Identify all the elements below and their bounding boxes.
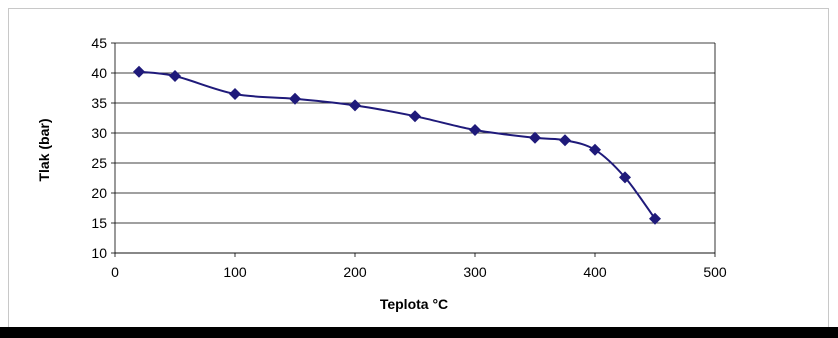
data-point-marker <box>133 65 145 78</box>
data-point-marker <box>349 99 361 112</box>
x-tick-label: 200 <box>343 264 367 280</box>
data-point-marker <box>559 134 571 147</box>
y-tick-label: 25 <box>91 155 107 171</box>
x-tick-label: 0 <box>111 264 119 280</box>
y-tick-label: 45 <box>91 35 107 51</box>
y-tick-label: 10 <box>91 245 107 261</box>
x-tick-label: 500 <box>703 264 727 280</box>
data-point-marker <box>649 212 661 225</box>
series-line <box>138 70 656 220</box>
x-tick-label: 400 <box>583 264 607 280</box>
x-tick-label: 300 <box>463 264 487 280</box>
x-tick-label: 100 <box>223 264 247 280</box>
data-point-marker <box>469 124 481 136</box>
gridlines <box>115 42 715 254</box>
y-tick-label: 20 <box>91 185 107 201</box>
bottom-rule <box>0 327 838 338</box>
data-point-marker <box>169 70 181 82</box>
data-point-marker <box>409 110 421 123</box>
y-tick-label: 30 <box>91 125 107 141</box>
data-point-marker <box>589 143 601 156</box>
data-point-marker <box>289 92 301 105</box>
series-group <box>133 65 661 225</box>
data-point-marker <box>529 131 541 144</box>
data-point-marker <box>619 171 631 184</box>
data-point-marker <box>229 88 241 100</box>
tick-labels: 10 15 20 25 30 35 40 45 0 100 200 300 400 500 <box>91 35 726 280</box>
y-tick-label: 15 <box>91 215 107 231</box>
axes <box>111 42 716 257</box>
y-tick-label: 40 <box>91 65 107 81</box>
x-axis-label: Teplota °C <box>380 296 448 312</box>
y-tick-label: 35 <box>91 95 107 111</box>
chart-frame <box>8 8 829 328</box>
y-axis-label: Tlak (bar) <box>36 118 52 181</box>
